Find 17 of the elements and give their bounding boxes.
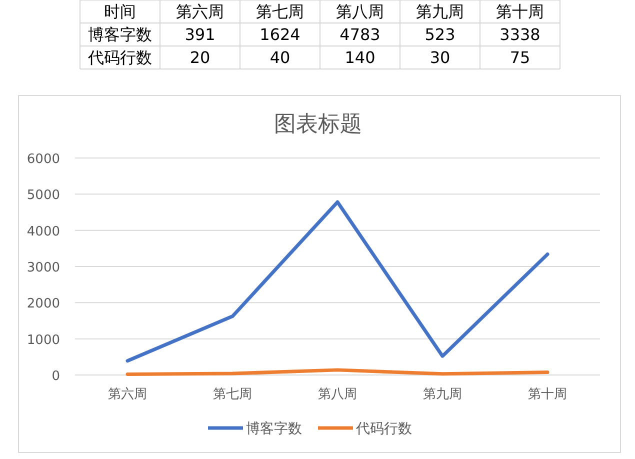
y-tick-label: 5000	[26, 188, 60, 204]
y-tick-label: 4000	[26, 224, 60, 240]
y-tick-label: 2000	[26, 296, 60, 312]
legend-label: 代码行数	[355, 421, 412, 437]
x-tick-label: 第七周	[213, 387, 252, 402]
x-tick-label: 第十周	[528, 387, 567, 402]
y-tick-label: 0	[52, 369, 60, 384]
y-tick-label: 1000	[26, 332, 60, 348]
line-series	[126, 200, 550, 363]
y-tick-label: 6000	[26, 152, 60, 167]
x-tick-label: 第九周	[423, 387, 462, 402]
data-table: 时间 第六周 第七周 第八周 第九周 第十周 博客字数 391 1624 4783 523 3338 代码行数 20 40 140 30 75	[80, 0, 560, 70]
x-tick-label: 第八周	[318, 387, 357, 402]
y-tick-label: 3000	[26, 260, 60, 276]
x-tick-label: 第六周	[108, 387, 147, 402]
legend-label: 博客字数	[246, 421, 302, 437]
chart-title: 图表标题	[274, 112, 362, 137]
